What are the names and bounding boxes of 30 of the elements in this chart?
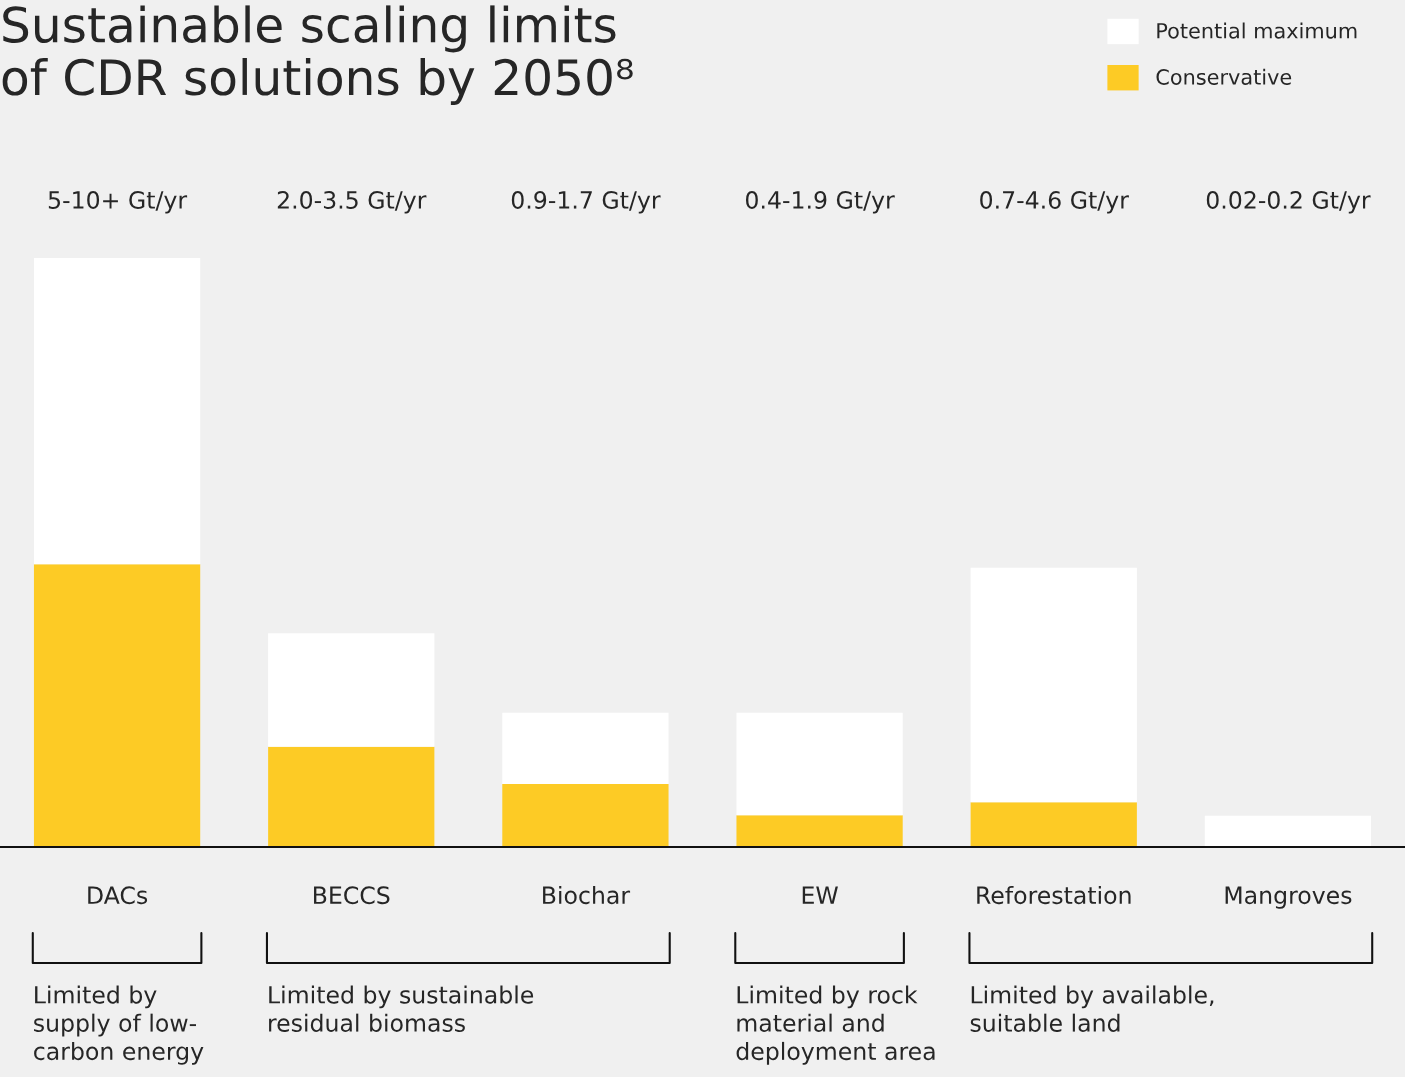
legend-label: Conservative: [1156, 68, 1292, 85]
bar: [1204, 815, 1372, 847]
bar: [970, 567, 1137, 803]
x-tick-label: EW: [802, 886, 838, 904]
text: Limited by sustainable residual biomass: [269, 985, 534, 1032]
text: Limited by supply of low- carbon energy: [34, 985, 204, 1065]
text: Limited by rock material and deployment area: [736, 985, 935, 1065]
text: 0.4-1.9 Gt/yr: [745, 191, 895, 214]
legend-label: Potential maximum: [1157, 22, 1357, 39]
bar: [736, 815, 903, 847]
bar: [736, 712, 903, 816]
text: 5-10+ Gt/yr: [48, 191, 188, 214]
bar: [268, 633, 435, 747]
bar: [502, 712, 669, 784]
bar: [502, 783, 669, 847]
x-tick-label: BECCS: [314, 886, 390, 905]
x-tick-label: Reforestation: [977, 885, 1131, 905]
bar: [33, 258, 201, 565]
text: 0.7-4.6 Gt/yr: [980, 191, 1129, 214]
x-tick-label: DACs: [88, 886, 148, 905]
x-tick-label: Biochar: [543, 885, 631, 905]
text: Limited by available, suitable land: [970, 985, 1214, 1032]
bar: [268, 746, 435, 847]
chart-title: Sustainable scaling limits of CDR solutions by 2050⁸: [2, 5, 633, 106]
text: 2.0-3.5 Gt/yr: [277, 191, 427, 214]
x-tick-label: Mangroves: [1225, 886, 1352, 909]
bar: [970, 802, 1137, 847]
text: 0.02-0.2 Gt/yr: [1206, 191, 1371, 214]
bar: [33, 564, 201, 847]
text: 0.9-1.7 Gt/yr: [511, 191, 661, 214]
